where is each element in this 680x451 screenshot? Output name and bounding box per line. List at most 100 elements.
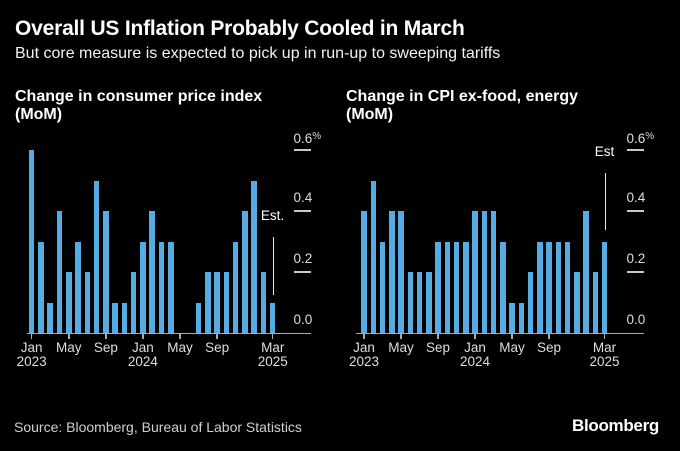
y-tick-label: 0.4 <box>626 190 646 205</box>
bloomberg-logo: Bloomberg <box>571 416 659 435</box>
bar-jun-2023 <box>75 241 81 333</box>
x-tick-label: May <box>56 340 82 355</box>
x-tick <box>271 333 274 339</box>
estimate-line <box>272 237 274 295</box>
y-tick-label: 0.2 <box>626 251 646 266</box>
x-tick-label: Jan <box>353 340 375 355</box>
x-tick <box>179 333 181 339</box>
bar-feb-2023 <box>38 241 44 333</box>
bar-sep-2024 <box>546 241 552 333</box>
bar-jul-2024 <box>527 272 534 333</box>
bar-dec-2023 <box>463 241 469 333</box>
x-tick-label: Sep <box>536 340 562 355</box>
x-tick-label: May <box>167 340 193 355</box>
headline: Overall US Inflation Probably Cooled in … <box>15 17 465 40</box>
chart-title-core-cpi-line2: (MoM) <box>346 106 394 123</box>
y-tick <box>626 271 644 273</box>
bar-feb-2023 <box>370 180 376 333</box>
chart-title-core-cpi-line1: Change in CPI ex-food, energy <box>346 88 579 105</box>
bar-may-2023 <box>398 211 404 333</box>
y-tick-label: 0.6% <box>626 131 655 146</box>
x-tick-label: Mar <box>592 340 617 355</box>
bar-mar-2024 <box>490 211 497 333</box>
y-tick <box>293 149 311 151</box>
y-tick-label: 0.2 <box>293 251 313 266</box>
x-axis <box>27 333 311 335</box>
bar-jul-2024 <box>195 302 202 333</box>
y-tick-label: 0.4 <box>293 190 313 205</box>
x-tick <box>548 333 550 339</box>
estimate-line <box>604 173 606 230</box>
x-tick-label: May <box>499 340 525 355</box>
x-tick <box>105 333 107 339</box>
y-tick <box>293 271 311 273</box>
x-tick-year-label: 2024 <box>127 354 158 369</box>
bar-jan-2025 <box>251 180 257 333</box>
x-tick-label: Sep <box>205 340 230 355</box>
bar-jun-2024 <box>518 302 524 333</box>
subheadline: But core measure is expected to pick up … <box>15 45 501 62</box>
bar-oct-2023 <box>112 302 118 333</box>
bar-aug-2024 <box>537 241 543 333</box>
y-tick-label: 0.6% <box>293 131 322 146</box>
bar-mar-2025 <box>269 302 276 333</box>
x-tick <box>216 333 218 339</box>
bar-sep-2024 <box>214 272 220 333</box>
x-tick-year-label: 2023 <box>16 354 47 369</box>
bar-jan-2023 <box>28 150 35 333</box>
bar-feb-2024 <box>481 211 487 333</box>
bar-apr-2023 <box>389 211 395 333</box>
x-tick-year-label: 2025 <box>589 354 620 369</box>
bar-may-2023 <box>66 272 72 333</box>
y-tick-label: 0.0 <box>293 312 313 327</box>
bar-apr-2024 <box>168 241 174 333</box>
bar-jan-2024 <box>140 241 146 333</box>
x-tick-label: Sep <box>425 340 451 355</box>
x-tick <box>511 333 513 339</box>
chart-title-cpi: Change in consumer price index (MoM) <box>15 88 262 124</box>
bar-sep-2023 <box>103 211 109 333</box>
bar-aug-2023 <box>93 180 100 333</box>
x-tick <box>603 333 606 339</box>
bar-feb-2025 <box>260 272 267 333</box>
bar-feb-2024 <box>149 211 155 333</box>
bar-jun-2023 <box>407 272 413 333</box>
x-tick-label: Jan <box>132 340 154 355</box>
bar-jan-2025 <box>583 211 589 333</box>
y-tick <box>293 210 311 212</box>
bar-sep-2023 <box>435 241 441 333</box>
bar-aug-2024 <box>205 272 211 333</box>
y-tick <box>626 149 644 151</box>
x-axis <box>356 333 644 335</box>
chart-title-cpi-line2: (MoM) <box>15 106 63 123</box>
bar-oct-2024 <box>555 241 561 333</box>
x-tick <box>142 333 144 339</box>
bar-may-2024 <box>509 302 515 333</box>
x-tick-label: May <box>388 340 414 355</box>
bar-mar-2023 <box>379 241 386 333</box>
chart-title-cpi-line1: Change in consumer price index <box>15 88 263 105</box>
bar-jan-2023 <box>361 211 367 333</box>
bar-nov-2024 <box>564 241 571 333</box>
bar-apr-2024 <box>500 241 506 333</box>
bar-jul-2023 <box>84 272 91 333</box>
x-tick <box>474 333 476 339</box>
x-tick-year-label: 2023 <box>348 354 380 369</box>
bar-apr-2023 <box>56 211 63 333</box>
x-tick-label: Sep <box>93 340 118 355</box>
estimate-label: Est <box>594 144 615 159</box>
y-tick-label: 0.0 <box>626 312 646 327</box>
x-tick <box>437 333 439 339</box>
source-attribution: Source: Bloomberg, Bureau of Labor Stati… <box>14 419 302 435</box>
x-tick-year-label: 2025 <box>257 354 288 369</box>
x-tick <box>30 333 33 339</box>
bar-mar-2023 <box>47 302 53 333</box>
bar-aug-2023 <box>426 272 432 333</box>
bar-feb-2025 <box>592 272 598 333</box>
x-tick <box>363 333 365 339</box>
bar-nov-2023 <box>121 302 128 333</box>
x-tick-label: Jan <box>464 340 486 355</box>
